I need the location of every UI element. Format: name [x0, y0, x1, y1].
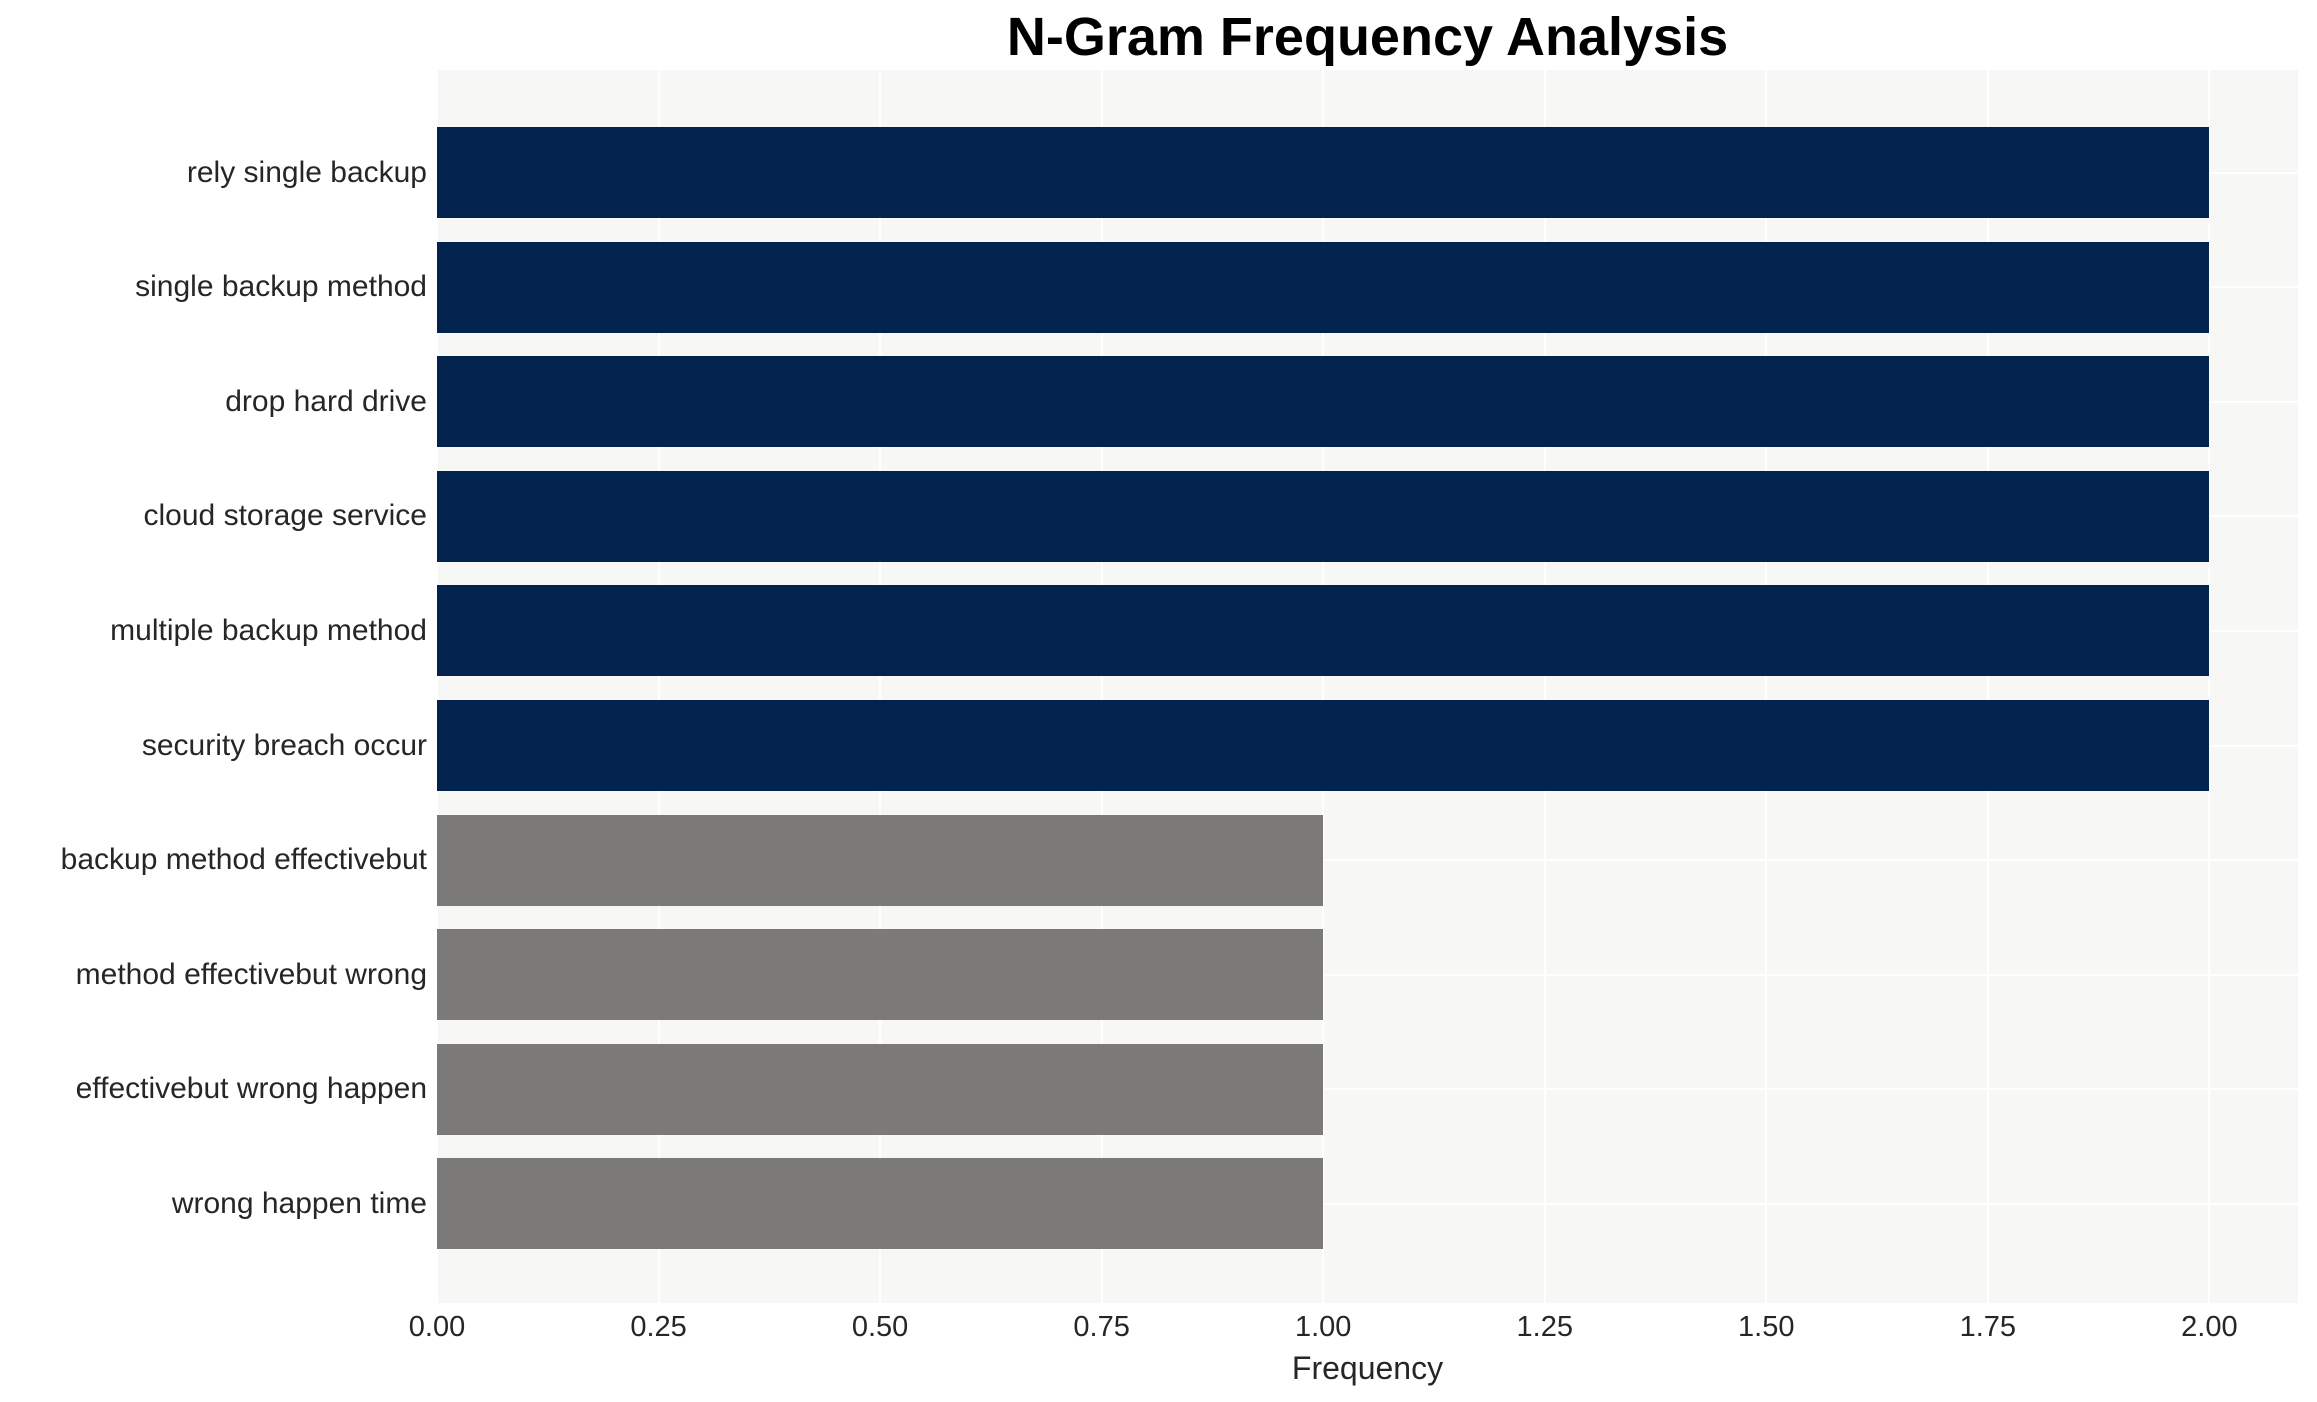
bar — [437, 1043, 1324, 1135]
gridline-horizontal — [437, 1202, 2298, 1205]
bar — [437, 127, 2210, 218]
y-axis-label: effectivebut wrong happen — [75, 1072, 427, 1106]
bar — [437, 700, 2210, 791]
bar — [437, 356, 2210, 448]
y-axis-label: backup method effectivebut — [60, 843, 427, 877]
gridline-vertical — [1100, 70, 1103, 1303]
gridline-vertical — [1322, 70, 1325, 1303]
x-tick-label: 1.50 — [1738, 1311, 1795, 1343]
gridline-vertical — [2208, 70, 2211, 1303]
y-axis-label: security breach occur — [141, 728, 427, 762]
bar — [437, 470, 2210, 562]
x-tick-label: 0.25 — [630, 1311, 687, 1343]
plot-area — [436, 70, 2298, 1303]
gridline-vertical — [1765, 70, 1768, 1303]
y-axis-label: rely single backup — [186, 155, 427, 189]
bar — [437, 241, 2210, 333]
bar — [437, 814, 1324, 906]
gridline-horizontal — [437, 1088, 2298, 1091]
y-axis-label: drop hard drive — [225, 384, 427, 418]
y-axis-label: single backup method — [135, 270, 427, 304]
y-axis-label: method effectivebut wrong — [75, 957, 427, 991]
x-tick-label: 0.75 — [1073, 1311, 1130, 1343]
x-tick-label: 1.25 — [1516, 1311, 1573, 1343]
x-tick-label: 0.50 — [851, 1311, 909, 1343]
gridline-horizontal — [437, 859, 2298, 862]
x-tick-label: 0.00 — [408, 1311, 466, 1343]
x-tick-label: 1.75 — [1959, 1311, 2017, 1343]
y-axis-label: cloud storage service — [143, 499, 427, 533]
x-tick-label: 2.00 — [2181, 1311, 2238, 1343]
gridline-horizontal — [437, 973, 2298, 976]
bar — [437, 585, 2210, 677]
x-axis-label: Frequency — [1291, 1350, 1444, 1386]
y-axis-label: wrong happen time — [171, 1186, 427, 1220]
y-axis-label: multiple backup method — [110, 613, 427, 647]
gridline-vertical — [879, 70, 882, 1303]
x-tick-label: 1.00 — [1294, 1311, 1352, 1343]
gridline-vertical — [436, 70, 438, 1303]
bar — [437, 1158, 1324, 1250]
gridline-vertical — [657, 70, 660, 1303]
chart-title: N-Gram Frequency Analysis — [1006, 7, 1729, 67]
gridline-vertical — [1543, 70, 1546, 1303]
bar — [437, 929, 1324, 1021]
gridline-vertical — [1986, 70, 1989, 1303]
